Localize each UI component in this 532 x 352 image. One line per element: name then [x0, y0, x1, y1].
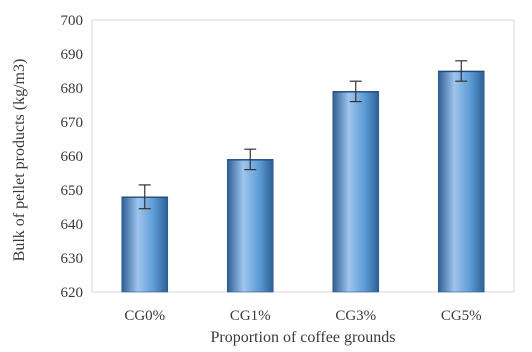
- y-tick-label: 690: [61, 47, 84, 63]
- y-tick-label: 640: [61, 217, 84, 233]
- y-tick-label: 680: [61, 81, 84, 97]
- bar: [332, 91, 380, 293]
- x-tick-label: CG0%: [124, 308, 165, 324]
- bar: [437, 70, 485, 293]
- error-bars: [138, 60, 468, 210]
- x-axis-ticks: CG0% CG1% CG3% CG5%: [124, 308, 481, 324]
- y-tick-label: 650: [61, 183, 84, 199]
- y-tick-label: 630: [61, 251, 84, 267]
- bar: [121, 196, 169, 293]
- y-tick-label: 620: [61, 285, 84, 301]
- y-tick-label: 700: [61, 13, 84, 29]
- plot-frame: [91, 19, 515, 293]
- y-tick-label: 670: [61, 115, 84, 131]
- x-tick-label: CG3%: [335, 308, 376, 324]
- x-axis-title: Proportion of coffee grounds: [211, 329, 396, 346]
- x-tick-label: CG5%: [441, 308, 482, 324]
- y-axis-ticks: 620 630 640 650 660 670 680 690 700: [61, 13, 84, 301]
- y-tick-label: 660: [61, 149, 84, 165]
- plot-area-border: [91, 19, 515, 293]
- y-axis-title: Bulk of pellet products (kg/m3): [11, 59, 28, 262]
- bar: [226, 159, 274, 293]
- x-tick-label: CG1%: [230, 308, 271, 324]
- bars: [121, 70, 485, 293]
